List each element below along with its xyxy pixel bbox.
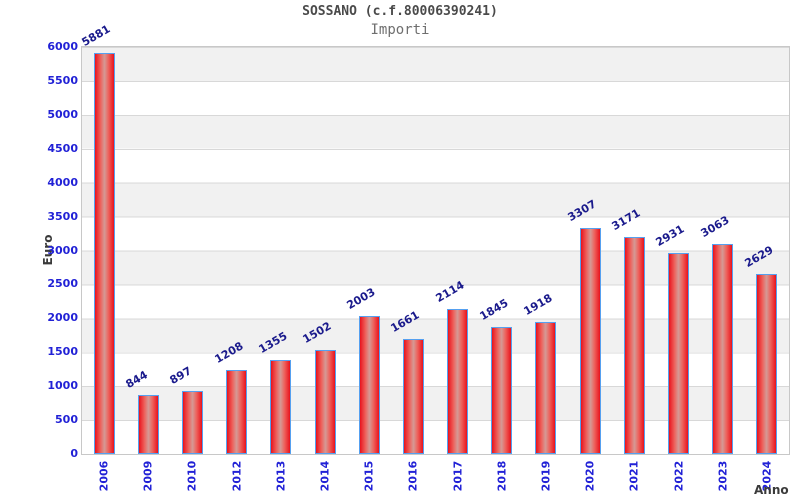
bar-2019 <box>535 321 557 454</box>
y-tick-label: 1000 <box>47 379 78 393</box>
chart-title: SOSSANO (c.f.80006390241) <box>302 4 498 19</box>
y-tick-label: 5500 <box>47 73 78 87</box>
bar-value-label: 2629 <box>742 243 776 270</box>
y-tick-label: 5000 <box>47 107 78 121</box>
y-tick-label: 2000 <box>47 311 78 325</box>
x-tick-label: 2009 <box>141 460 155 492</box>
bar-value-label: 1208 <box>212 339 246 367</box>
bar-value-label: 1355 <box>256 329 290 357</box>
bar-2017 <box>447 308 469 454</box>
bar-2006 <box>93 53 115 454</box>
y-tick-label: 4000 <box>47 175 78 189</box>
x-tick-label: 2023 <box>716 460 730 492</box>
chart-subtitle: Importi <box>370 22 430 38</box>
bar-2015 <box>358 316 380 454</box>
bar-value-label: 897 <box>167 364 195 388</box>
x-tick-label: 2022 <box>672 460 686 492</box>
bar-value-label: 3171 <box>609 206 643 233</box>
bar-2012 <box>226 370 248 454</box>
bar-value-label: 844 <box>123 368 151 391</box>
bar-value-label: 2003 <box>344 285 378 313</box>
bar-value-label: 2931 <box>653 222 687 250</box>
bar-value-label: 3307 <box>565 197 599 224</box>
bar-2016 <box>402 339 424 454</box>
bar-2010 <box>181 391 203 454</box>
x-tick-label: 2017 <box>451 460 465 492</box>
bar-value-label: 1845 <box>477 296 511 323</box>
bar-2013 <box>270 360 292 454</box>
x-tick-label: 2021 <box>627 460 641 492</box>
bar-2022 <box>668 253 690 454</box>
x-tick-label: 2010 <box>185 460 199 492</box>
bar-value-label: 1661 <box>388 308 422 336</box>
bar-value-label: 3063 <box>698 213 732 241</box>
bar-value-label: 1918 <box>521 291 555 318</box>
x-tick-label: 2018 <box>495 460 509 492</box>
bar-2024 <box>756 273 778 454</box>
x-tick-label: 2014 <box>318 460 332 492</box>
x-tick-label: 2015 <box>362 460 376 492</box>
y-tick-label: 6000 <box>47 40 78 53</box>
y-tick-label: 1500 <box>47 345 78 359</box>
y-tick-label: 3500 <box>47 209 78 223</box>
y-tick-label: 0 <box>70 447 78 460</box>
y-tick-label: 2500 <box>47 277 78 291</box>
bar-2018 <box>491 326 513 454</box>
bar-2021 <box>623 236 645 454</box>
y-tick-label: 4500 <box>47 141 78 155</box>
bar-value-label: 1502 <box>300 319 334 347</box>
x-axis-title: Anno <box>754 483 789 497</box>
bar-2023 <box>712 244 734 454</box>
bar-2020 <box>579 227 601 454</box>
x-tick-label: 2012 <box>230 460 244 492</box>
x-tick-label: 2013 <box>274 460 288 492</box>
bar-2014 <box>314 350 336 454</box>
x-tick-label: 2019 <box>539 460 553 492</box>
bar-value-label: 2114 <box>433 278 467 305</box>
x-tick-label: 2020 <box>583 460 597 492</box>
y-tick-label: 500 <box>55 413 78 427</box>
bar-2009 <box>137 394 159 454</box>
y-tick-label: 3000 <box>47 243 78 257</box>
x-tick-label: 2016 <box>406 460 420 492</box>
plot-area: 5881 844 897 1208 1355 1502 2003 1661 2114 1845 19… <box>80 23 790 455</box>
x-tick-label: 2006 <box>97 460 111 492</box>
